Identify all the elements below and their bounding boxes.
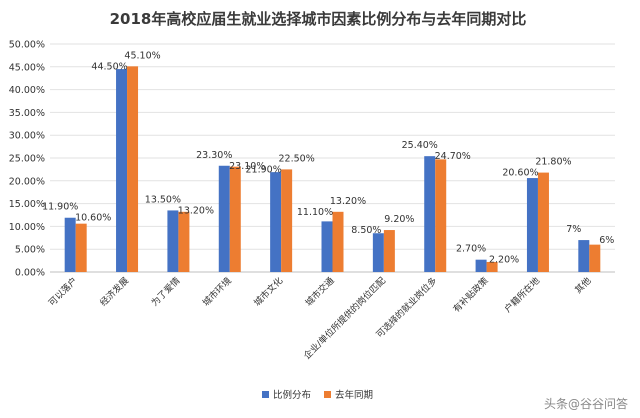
x-tick-label: 可以落户 — [46, 275, 80, 309]
legend-label: 比例分布 — [273, 389, 311, 401]
y-tick-label: 5.00% — [15, 245, 45, 256]
data-label: 13.20% — [330, 196, 366, 207]
bar-去年同期 — [75, 223, 87, 272]
bar-比例分布 — [578, 240, 590, 272]
y-tick-label: 20.00% — [9, 176, 45, 187]
y-tick-label: 30.00% — [9, 131, 45, 142]
bar-比例分布 — [372, 233, 384, 272]
data-label: 25.40% — [402, 140, 438, 151]
y-tick-label: 45.00% — [9, 62, 45, 73]
x-axis: 可以落户 经济发展 为了爱情 城市环境 城市文化 城市交通企业/单位所提供的岗位匹配可选择… — [46, 275, 594, 362]
data-labels: 11.90%10.60%44.50%45.10%13.50%13.20%23.3… — [42, 50, 614, 265]
bar-去年同期 — [229, 166, 241, 272]
gridlines — [50, 43, 615, 273]
bar-比例分布 — [270, 172, 282, 272]
x-tick-label: 经济发展 — [97, 275, 131, 309]
data-label: 24.70% — [435, 151, 471, 162]
data-label: 22.50% — [279, 153, 315, 164]
legend-swatch — [324, 391, 331, 398]
legend-swatch — [262, 391, 269, 398]
bar-去年同期 — [332, 211, 344, 272]
y-tick-label: 50.00% — [9, 40, 45, 51]
bar-比例分布 — [116, 69, 128, 272]
y-tick-label: 40.00% — [9, 85, 45, 96]
legend: 比例分布 去年同期 — [262, 389, 373, 401]
data-label: 44.50% — [91, 61, 127, 72]
data-label: 2.20% — [489, 255, 519, 266]
data-label: 9.20% — [384, 214, 414, 225]
y-tick-label: 10.00% — [9, 222, 45, 233]
bar-去年同期 — [435, 159, 447, 272]
x-tick-label: 其他 — [572, 275, 593, 296]
x-tick-label: 户籍所在地 — [502, 275, 542, 315]
bar-比例分布 — [167, 210, 179, 272]
bar-去年同期 — [281, 169, 293, 272]
data-label: 23.30% — [196, 150, 232, 161]
bar-去年同期 — [383, 230, 395, 272]
bar-去年同期 — [486, 261, 498, 272]
data-label: 11.10% — [297, 207, 333, 218]
bar-比例分布 — [64, 217, 76, 272]
bar-比例分布 — [475, 259, 487, 272]
data-label: 8.50% — [351, 225, 381, 236]
data-label: 21.80% — [535, 157, 571, 168]
bar-比例分布 — [424, 156, 436, 272]
bar-去年同期 — [589, 244, 601, 272]
x-tick-label: 企业/单位所提供的岗位匹配 — [301, 275, 388, 362]
y-tick-label: 15.00% — [9, 199, 45, 210]
x-tick-label: 为了爱情 — [149, 275, 183, 309]
bar-比例分布 — [218, 165, 230, 272]
y-tick-label: 25.00% — [9, 154, 45, 165]
bar-去年同期 — [537, 172, 549, 272]
data-label: 2.70% — [456, 244, 486, 255]
data-label: 23.10% — [229, 161, 265, 172]
legend-label: 去年同期 — [335, 389, 373, 401]
x-tick-label: 城市文化 — [251, 275, 285, 309]
bar-去年同期 — [178, 211, 190, 272]
data-label: 21.90% — [246, 164, 282, 175]
x-tick-label: 城市交通 — [303, 275, 337, 309]
y-tick-label: 35.00% — [9, 108, 45, 119]
watermark: 头条@谷谷问答 — [544, 396, 628, 411]
data-label: 10.60% — [75, 213, 111, 224]
data-label: 13.50% — [145, 194, 181, 205]
data-label: 6% — [599, 235, 614, 246]
bar-比例分布 — [321, 221, 333, 272]
x-tick-label: 有补贴政策 — [450, 275, 490, 315]
y-axis: 0.00% 5.00% 10.00% 15.00% 20.00% 25.00% 30.00%… — [9, 40, 45, 279]
data-label: 13.20% — [178, 205, 214, 216]
chart-title: 2018年高校应届生就业选择城市因素比例分布与去年同期对比 — [110, 10, 527, 28]
bars — [64, 66, 601, 273]
y-tick-label: 0.00% — [15, 268, 45, 279]
data-label: 11.90% — [42, 202, 78, 213]
data-label: 20.60% — [502, 168, 538, 179]
data-label: 45.10% — [124, 50, 160, 61]
bar-去年同期 — [127, 66, 139, 273]
bar-比例分布 — [526, 178, 538, 272]
data-label: 7% — [566, 224, 581, 235]
x-tick-label: 城市环境 — [200, 275, 234, 309]
